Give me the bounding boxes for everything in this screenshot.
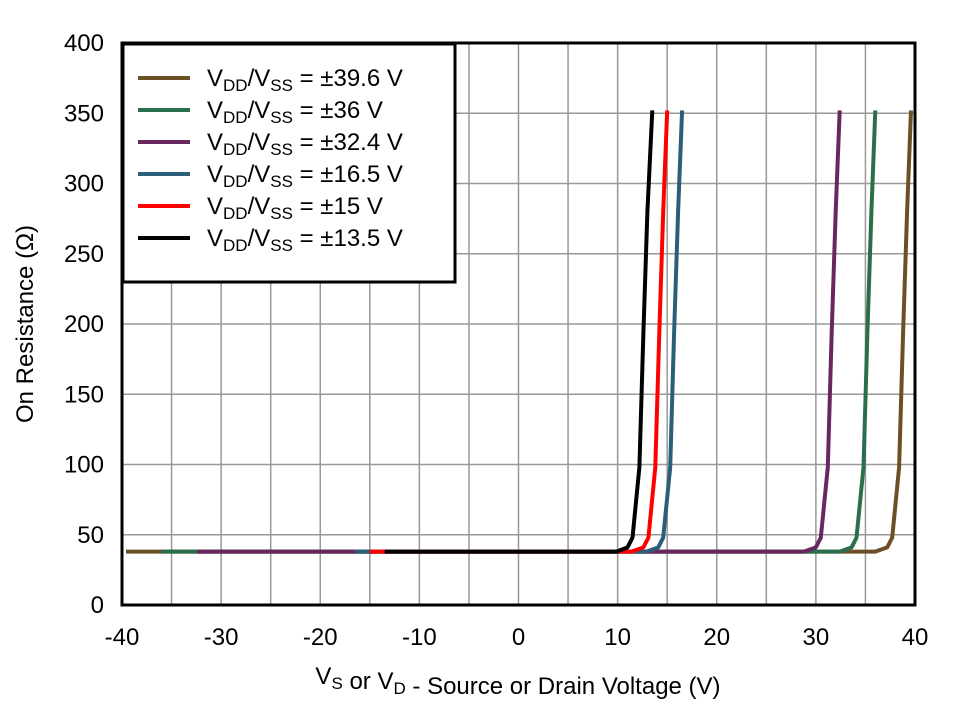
y-tick-labels: 0 50 100 150 200 250 300 350 400 [64, 30, 104, 619]
legend-entry: VDD/VSS = ±13.5 V [207, 225, 403, 255]
x-tick-label: 30 [803, 624, 830, 651]
series-line-1 [161, 110, 878, 554]
x-tick-label: -40 [105, 624, 140, 651]
y-tick-label: 100 [64, 452, 104, 479]
series-lines [126, 110, 913, 554]
x-tick-label: 20 [703, 624, 730, 651]
plot-frame [120, 41, 917, 607]
y-tick-label: 150 [64, 381, 104, 408]
y-tick-label: 250 [64, 241, 104, 268]
legend-entry: VDD/VSS = ±15 V [207, 193, 383, 223]
x-tick-label: 40 [902, 624, 929, 651]
x-axis-label: VS or VD - Source or Drain Voltage (V) [315, 663, 720, 700]
y-tick-label: 50 [77, 522, 104, 549]
x-tick-label: -30 [204, 624, 239, 651]
legend-entry: VDD/VSS = ±32.4 V [207, 129, 403, 159]
series-line-3 [354, 110, 685, 554]
y-tick-label: 0 [91, 592, 104, 619]
x-tick-labels: -40 -30 -20 -10 0 10 20 30 40 [105, 624, 929, 651]
legend-entry: VDD/VSS = ±39.6 V [207, 65, 403, 95]
series-line-2 [197, 110, 842, 554]
legend-entry: VDD/VSS = ±16.5 V [207, 161, 403, 191]
y-tick-label: 400 [64, 30, 104, 57]
legend-box [121, 42, 457, 284]
y-tick-label: 200 [64, 311, 104, 338]
x-tick-label: -10 [402, 624, 437, 651]
series-line-5 [384, 110, 655, 554]
series-line-4 [369, 110, 670, 554]
legend-entry: VDD/VSS = ±36 V [207, 97, 383, 127]
y-axis-label: On Resistance (Ω) [12, 225, 39, 423]
x-tick-label: -20 [303, 624, 338, 651]
series-line-0 [126, 110, 913, 554]
x-tick-label: 10 [604, 624, 631, 651]
x-tick-label: 0 [512, 624, 525, 651]
y-tick-label: 350 [64, 100, 104, 127]
y-tick-label: 300 [64, 171, 104, 198]
